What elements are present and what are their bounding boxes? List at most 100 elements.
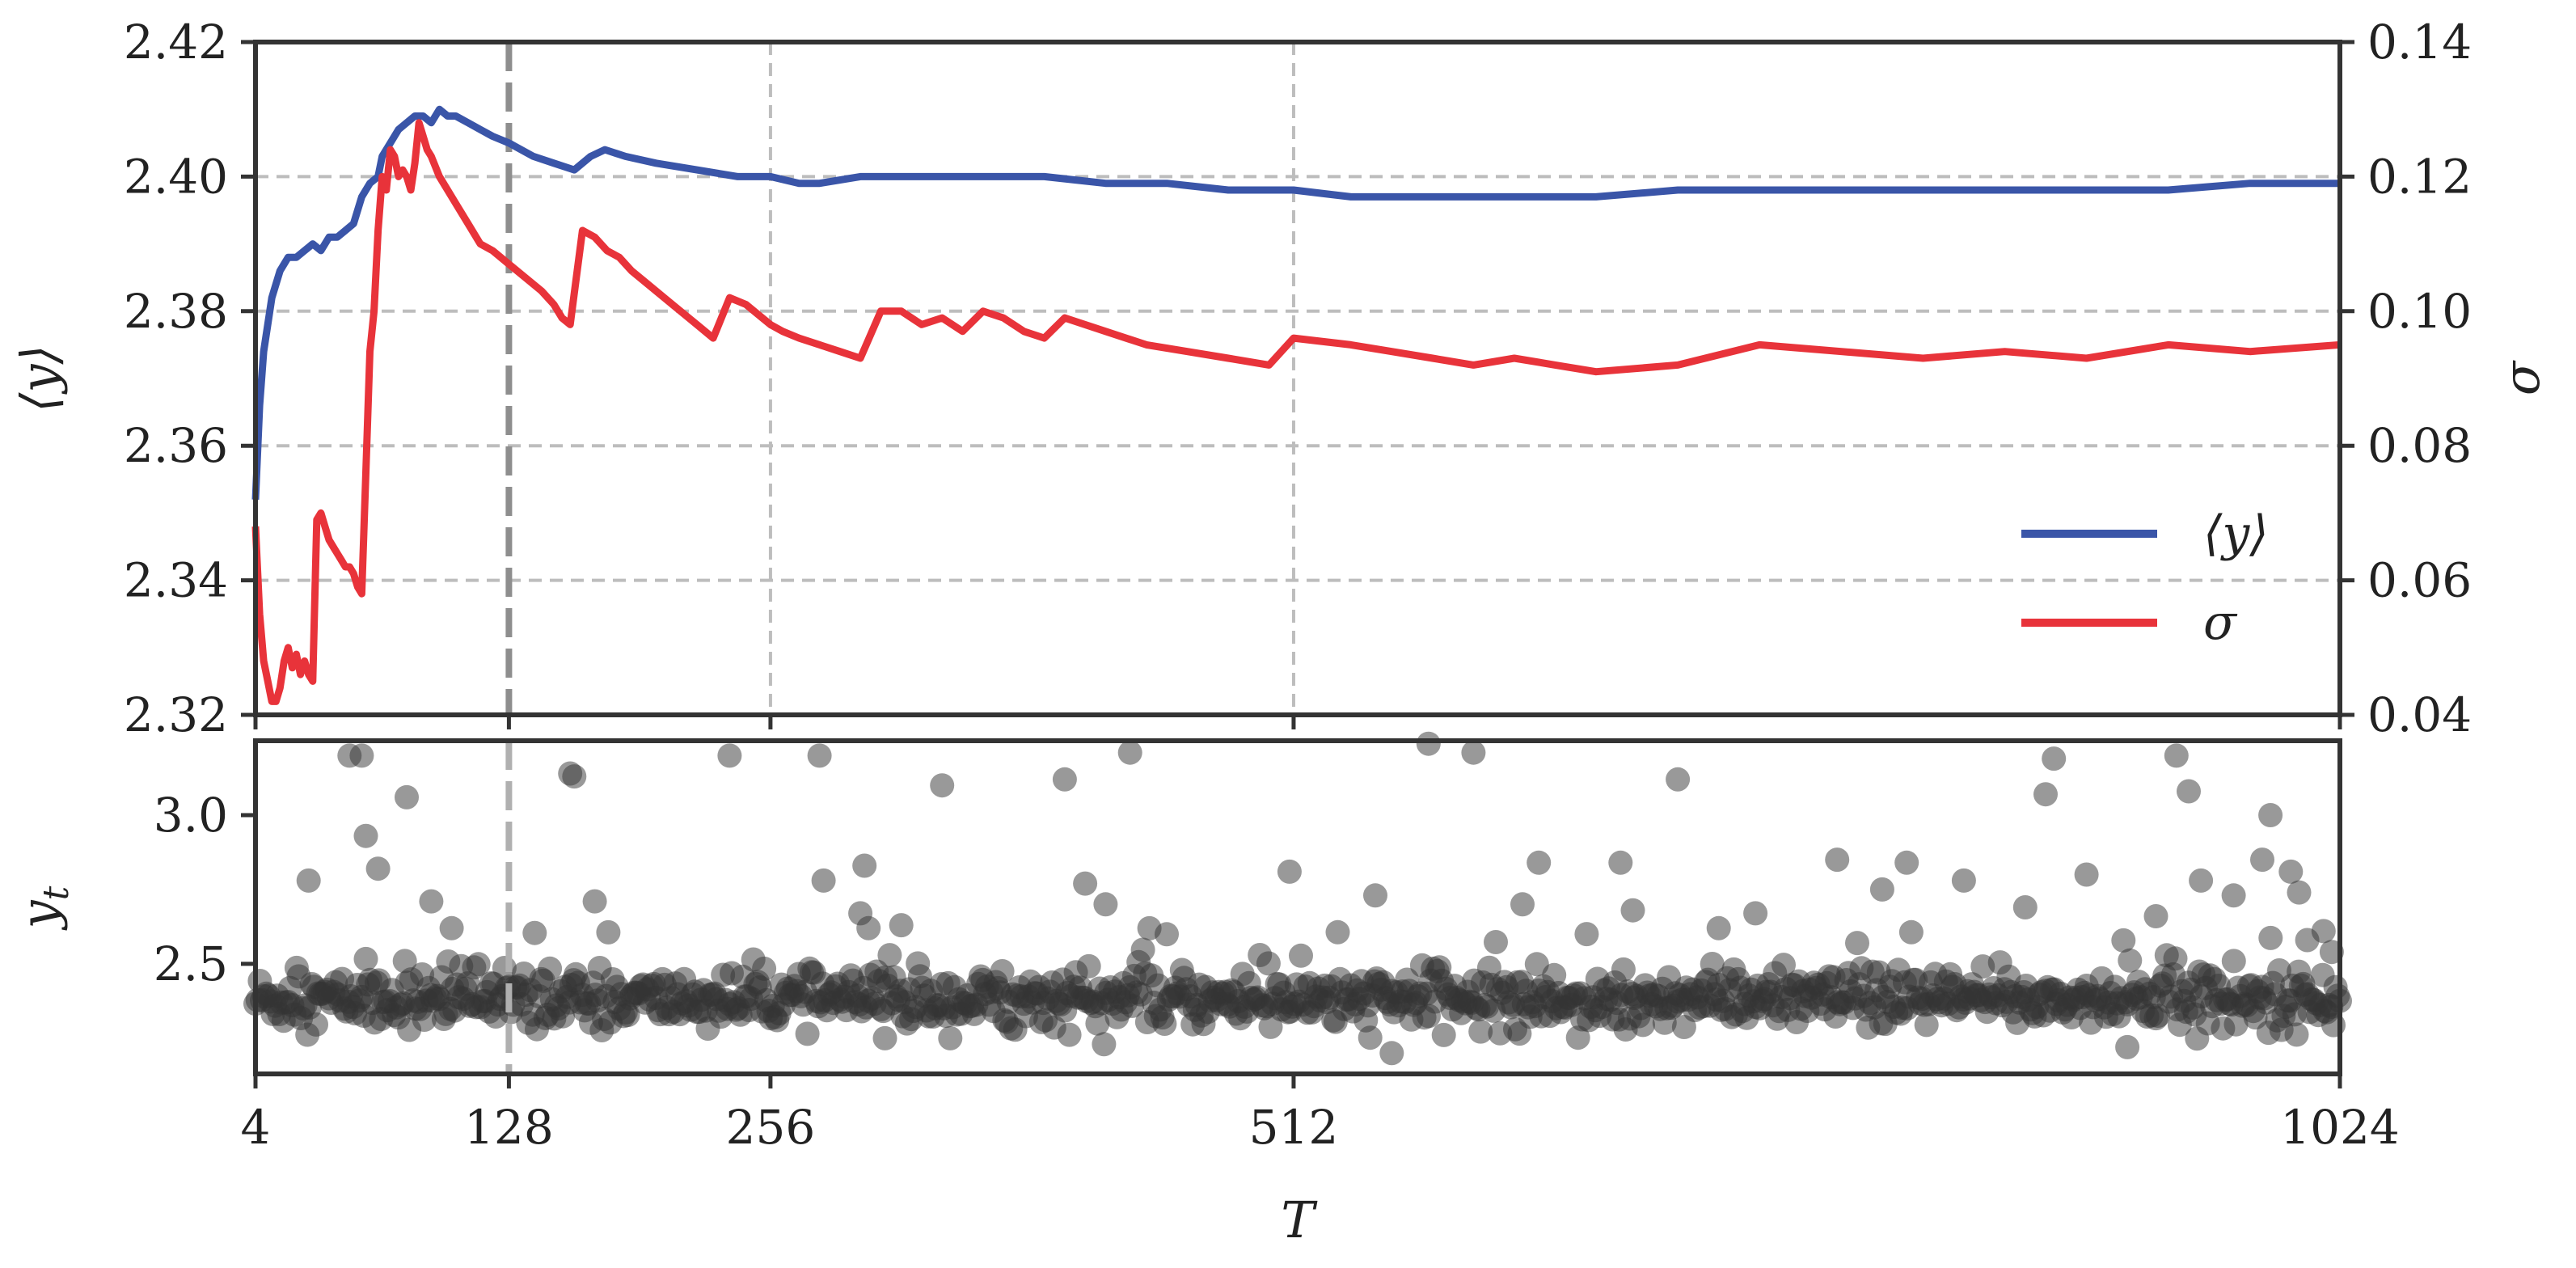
scatter-point-outlier [349, 743, 374, 768]
scatter-point-outlier [1510, 892, 1535, 917]
series-line-mean [251, 105, 2340, 500]
scatter-point-outlier [1869, 877, 1894, 902]
scatter-point [795, 1021, 820, 1046]
scatter-point-outlier [2143, 904, 2168, 928]
scatter-point-outlier [1666, 767, 1691, 792]
scatter-point-outlier [717, 743, 742, 768]
scatter-point [1524, 952, 1549, 977]
scatter-point [1631, 1012, 1655, 1038]
scatter-point-outlier [2250, 847, 2274, 873]
series-line-sigma [251, 119, 2341, 705]
scatter-point-outlier [2033, 782, 2058, 807]
scatter-point [1431, 1022, 1456, 1047]
left-y-tick-label: 2.40 [124, 149, 228, 204]
scatter-point-outlier [582, 889, 607, 914]
scatter-point [596, 919, 621, 945]
scatter-point-outlier [852, 853, 877, 878]
scatter-point [877, 943, 902, 968]
x-tick-label: 1024 [2280, 1100, 2400, 1155]
scatter-point [2258, 925, 2283, 950]
scatter-point [2221, 949, 2246, 974]
scatter-point [1845, 931, 1869, 956]
scatter-point-outlier [2115, 1034, 2140, 1059]
scatter-point [1258, 1014, 1283, 1039]
scatter-point-outlier [1093, 892, 1118, 917]
scatter-point-outlier [1894, 850, 1919, 875]
scatter-point [1076, 953, 1101, 978]
left-y-tick-label: 2.32 [124, 687, 228, 742]
scatter-point [1152, 1012, 1177, 1036]
scatter-point-outlier [1416, 731, 1441, 756]
bottom-y-tick-label: 3.0 [154, 788, 228, 843]
x-tick-label: 256 [726, 1100, 816, 1155]
scatter-point [2163, 946, 2188, 971]
scatter-point-outlier [395, 784, 419, 809]
x-tick-label: 512 [1249, 1100, 1339, 1155]
scatter-point [1484, 930, 1508, 954]
left-y-tick-label: 2.36 [124, 418, 228, 473]
scatter-point-outlier [296, 868, 321, 893]
scatter-point [1092, 1032, 1117, 1057]
right-y-tick-label: 0.08 [2367, 418, 2472, 473]
scatter-point-outlier [2287, 880, 2312, 905]
top-panel: 2.32 2.34 2.36 2.38 2.40 2.42 0.04 0.06 0.08 0.1… [10, 15, 2551, 742]
bottom-y-label-sub: t [36, 885, 77, 900]
right-y-tick-label: 0.06 [2367, 553, 2472, 608]
scatter-point-outlier [1825, 847, 1850, 873]
bottom-y-axis-label: yt [10, 885, 77, 931]
scatter-point-outlier [2221, 883, 2246, 908]
scatter-point-outlier [1743, 901, 1768, 926]
scatter-point-outlier [439, 915, 464, 940]
left-y-tick-label: 2.42 [124, 15, 228, 70]
scatter-point [1611, 957, 1636, 982]
scatter-point [304, 1012, 328, 1037]
left-y-tick-label: 2.38 [124, 284, 228, 339]
scatter-point [1085, 1011, 1110, 1036]
scatter-point [353, 946, 378, 971]
scatter-point [538, 956, 563, 981]
scatter-point-outlier [2177, 779, 2201, 804]
scatter-point-outlier [365, 856, 391, 881]
right-y-tick-label: 0.04 [2367, 687, 2472, 742]
bottom-scatter-points [243, 731, 2352, 1066]
x-tick-label: 128 [464, 1100, 554, 1155]
scatter-point [1130, 937, 1155, 962]
x-axis-label: T [1281, 1190, 1318, 1249]
scatter-point-outlier [1951, 868, 1976, 893]
scatter-point [1256, 951, 1281, 976]
bottom-y-tick-label: 2.5 [154, 936, 228, 991]
scatter-point-outlier [1073, 871, 1098, 896]
scatter-point [1565, 1025, 1590, 1050]
scatter-point-outlier [1620, 898, 1645, 923]
scatter-point-outlier [811, 868, 836, 893]
bottom-y-axis: 2.5 3.0 [154, 788, 255, 991]
scatter-point-outlier [930, 773, 955, 798]
scatter-point [2284, 1022, 2309, 1047]
left-y-axis-label: ⟨y⟩ [10, 344, 69, 412]
scatter-point [392, 949, 417, 974]
scatter-point [466, 952, 491, 977]
scatter-point-outlier [1052, 767, 1077, 792]
scatter-point-outlier [889, 913, 914, 938]
scatter-point [1898, 919, 1924, 945]
top-lines [251, 105, 2341, 705]
scatter-point [2111, 928, 2136, 953]
scatter-point [1289, 943, 1313, 968]
scatter-point [1155, 922, 1179, 947]
top-panel-frame [253, 40, 2342, 717]
scatter-point-outlier [2311, 919, 2336, 944]
x-tick-label: 4 [241, 1100, 271, 1155]
legend: ⟨y⟩ σ [2021, 505, 2269, 651]
scatter-point-outlier [1608, 850, 1633, 875]
scatter-point-outlier [1277, 859, 1302, 884]
right-y-axis-label: σ [2492, 360, 2551, 395]
scatter-point-outlier [872, 1025, 897, 1050]
scatter-point [990, 959, 1015, 983]
scatter-point [412, 1008, 437, 1032]
scatter-point [1700, 952, 1725, 976]
scatter-point [1325, 919, 1350, 945]
top-grid [255, 42, 2340, 715]
scatter-point [752, 956, 777, 981]
scatter-point-outlier [2189, 868, 2214, 893]
